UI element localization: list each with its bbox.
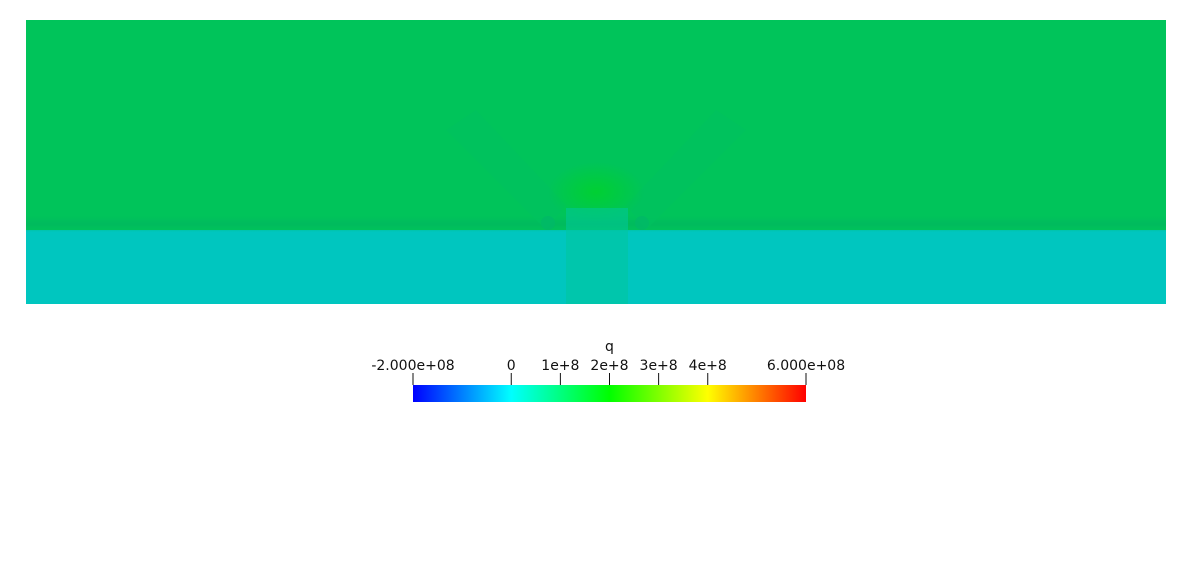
- scalar-field-plot: [26, 20, 1166, 304]
- colorbar-tick-label: 0: [507, 358, 516, 374]
- colorbar-svg: q -2.000e+08 0 1e+8 2e+8 3e+8 4e+8 6.000e+08: [371, 339, 845, 402]
- left-corner-spot: [541, 216, 555, 230]
- central-column: [566, 208, 628, 304]
- colorbar-title: q: [605, 339, 614, 355]
- colorbar-tick-label: 2e+8: [590, 358, 628, 374]
- colorbar-legend: q -2.000e+08 0 1e+8 2e+8 3e+8 4e+8 6.000e+08: [360, 330, 860, 410]
- colorbar-tick-label: 4e+8: [689, 358, 727, 374]
- stress-fan-right: [626, 110, 746, 230]
- right-corner-spot: [635, 216, 649, 230]
- colorbar-tick-label: 3e+8: [640, 358, 678, 374]
- colorbar-gradient-bar: [413, 385, 806, 402]
- colorbar-tick-label: 6.000e+08: [767, 358, 845, 374]
- colorbar-ticks: -2.000e+08 0 1e+8 2e+8 3e+8 4e+8 6.000e+08: [371, 358, 845, 385]
- scalar-field-svg: [26, 20, 1166, 304]
- central-hotspot: [548, 162, 644, 222]
- colorbar-tick-label: -2.000e+08: [371, 358, 454, 374]
- stress-fan-left: [446, 110, 566, 230]
- colorbar-tick-label: 1e+8: [541, 358, 579, 374]
